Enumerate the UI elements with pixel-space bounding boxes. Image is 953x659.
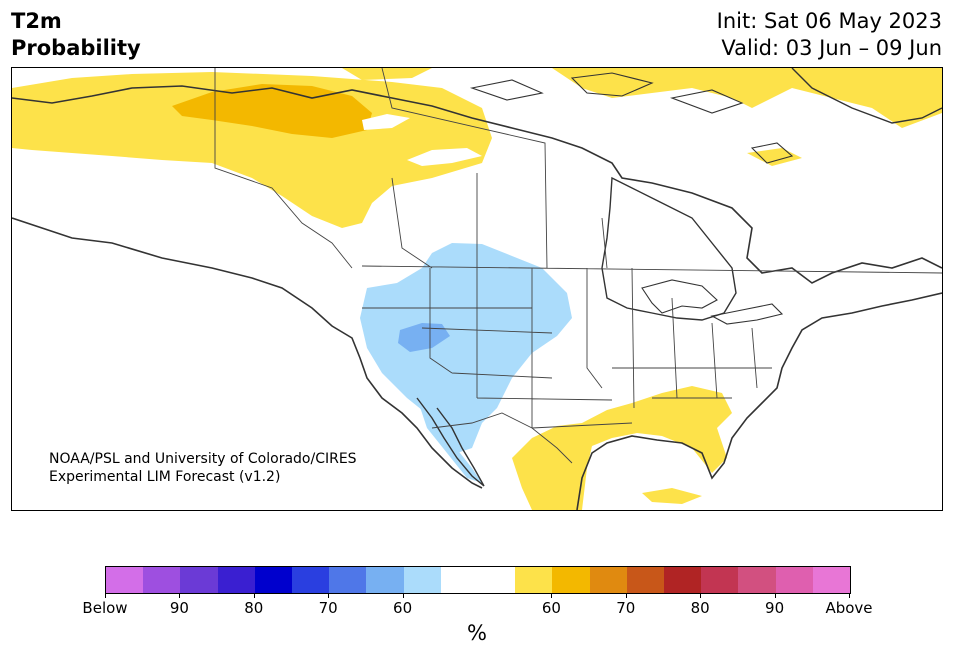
colorbar-segment bbox=[440, 567, 479, 593]
title-variable: T2m bbox=[11, 9, 62, 33]
gap-1 bbox=[362, 114, 410, 130]
colorbar-segment bbox=[775, 567, 813, 593]
colorbar-tick-label: 80 bbox=[690, 599, 710, 617]
probability-colorbar bbox=[105, 566, 851, 594]
shade-arctic bbox=[552, 68, 942, 128]
colorbar-unit: % bbox=[467, 621, 487, 645]
colorbar-tick-label: Below bbox=[82, 599, 128, 617]
shade-south bbox=[512, 386, 732, 510]
map-canvas bbox=[12, 68, 942, 510]
map-title: T2m Probability bbox=[11, 8, 141, 62]
arctic-islands bbox=[469, 72, 794, 164]
shade-north-core bbox=[172, 84, 372, 138]
great-lakes bbox=[641, 279, 784, 325]
colorbar-segment bbox=[403, 567, 441, 593]
colorbar-tick-mark bbox=[179, 593, 181, 598]
mexico-border bbox=[431, 412, 573, 464]
colorbar-segment bbox=[552, 567, 590, 593]
colorbar-tick-label: 90 bbox=[765, 599, 785, 617]
colorbar-tick-label: 70 bbox=[616, 599, 636, 617]
colorbar-segment bbox=[180, 567, 218, 593]
colorbar-segment bbox=[589, 567, 627, 593]
colorbar-tick-label: 70 bbox=[318, 599, 338, 617]
colorbar-segment bbox=[254, 567, 293, 593]
credit-line-2: Experimental LIM Forecast (v1.2) bbox=[49, 469, 281, 485]
colorbar-tick-label: 90 bbox=[169, 599, 189, 617]
title-subtitle: Probability bbox=[11, 36, 141, 60]
credit-line-1: NOAA/PSL and University of Colorado/CIRE… bbox=[49, 451, 357, 467]
shade-west-core bbox=[398, 323, 450, 352]
valid-range: Valid: 03 Jun – 09 Jun bbox=[721, 36, 942, 60]
baja-coast bbox=[416, 397, 485, 487]
colorbar-segment bbox=[812, 567, 851, 593]
colorbar-segment bbox=[143, 567, 181, 593]
colorbar-tick-label: 60 bbox=[541, 599, 561, 617]
colorbar-tick-mark bbox=[849, 593, 850, 598]
colorbar-tick-mark bbox=[700, 593, 702, 598]
coastline bbox=[12, 85, 942, 510]
colorbar-tick-mark bbox=[402, 593, 404, 598]
colorbar-segment bbox=[515, 567, 553, 593]
shade-west-blue bbox=[360, 243, 572, 453]
shade-arctic-3 bbox=[342, 68, 432, 80]
colorbar-tick-mark bbox=[253, 593, 255, 598]
data-credit: NOAA/PSL and University of Colorado/CIRE… bbox=[49, 450, 357, 486]
init-date: Init: Sat 06 May 2023 bbox=[716, 9, 942, 33]
colorbar-tick-mark bbox=[328, 593, 330, 598]
hudson-bay bbox=[601, 176, 737, 321]
colorbar-segment bbox=[106, 567, 144, 593]
colorbar-segment bbox=[626, 567, 665, 593]
colorbar-tick-label: Above bbox=[825, 599, 873, 617]
colorbar-segment bbox=[329, 567, 367, 593]
colorbar-tick-label: 80 bbox=[244, 599, 264, 617]
state-borders bbox=[214, 68, 942, 429]
colorbar-tick-mark bbox=[625, 593, 627, 598]
colorbar-segment bbox=[701, 567, 739, 593]
colorbar-segment bbox=[292, 567, 330, 593]
colorbar-tick-mark bbox=[105, 593, 106, 598]
colorbar-segment bbox=[217, 567, 255, 593]
shade-north-west bbox=[12, 72, 492, 228]
forecast-dates: Init: Sat 06 May 2023 Valid: 03 Jun – 09… bbox=[717, 8, 942, 62]
greenland-coast bbox=[791, 68, 942, 124]
colorbar-segment bbox=[366, 567, 404, 593]
colorbar-tick-mark bbox=[774, 593, 776, 598]
colorbar-segment bbox=[664, 567, 702, 593]
forecast-map bbox=[11, 67, 943, 511]
shade-cuba bbox=[642, 488, 702, 504]
gap-2 bbox=[407, 148, 482, 166]
colorbar-tick-mark bbox=[551, 593, 553, 598]
colorbar-segment bbox=[478, 567, 516, 593]
colorbar-segment bbox=[738, 567, 776, 593]
colorbar-tick-label: 60 bbox=[393, 599, 413, 617]
